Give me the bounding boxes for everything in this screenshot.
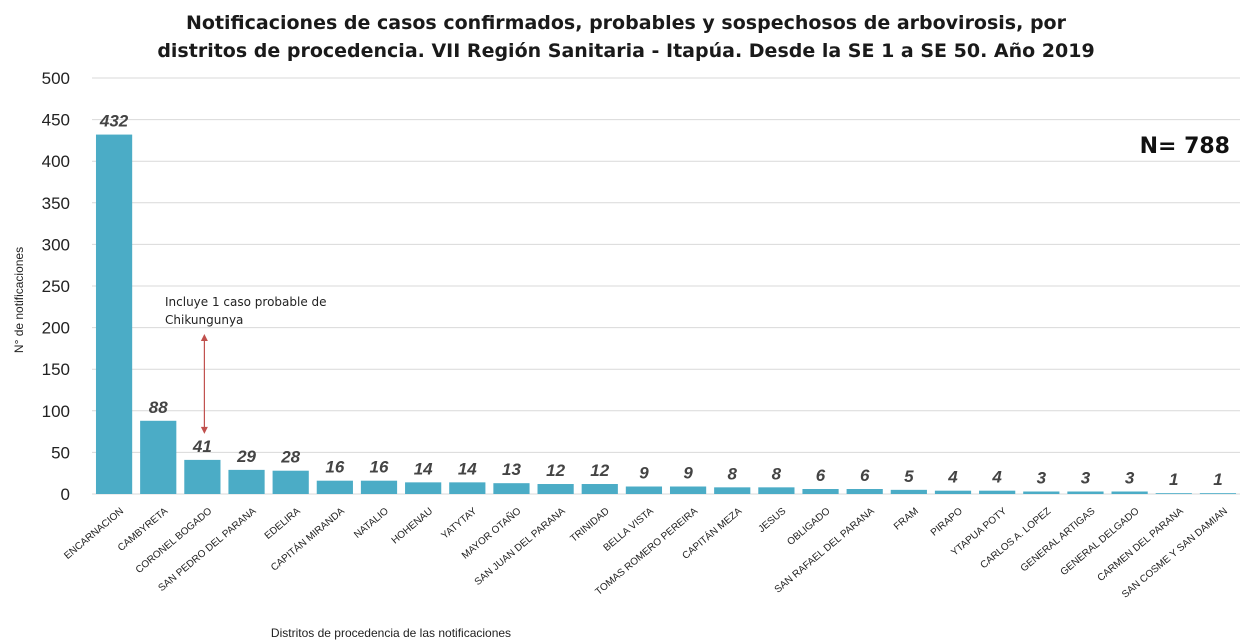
bar: [405, 482, 442, 494]
category-label: YATYTAY: [440, 506, 480, 542]
annotation-text-line2: Chikungunya: [165, 313, 243, 327]
category-label: HOHENAU: [390, 506, 435, 547]
category-label: GENERAL DELGADO: [1059, 506, 1142, 578]
data-label: 432: [99, 112, 129, 131]
bar: [802, 489, 839, 494]
bar: [714, 487, 751, 494]
total-count-label: N= 788: [1140, 134, 1230, 159]
annotation-text-line1: Incluye 1 caso probable de: [165, 295, 327, 309]
data-label: 9: [639, 464, 649, 483]
y-tick-label: 500: [42, 69, 70, 88]
category-label: TRINIDAD: [568, 506, 611, 545]
bars: [95, 134, 1237, 495]
bar: [1111, 491, 1148, 494]
bar: [140, 420, 177, 494]
data-label: 12: [546, 461, 565, 480]
data-label: 1: [1213, 470, 1222, 489]
data-label: 4: [991, 468, 1002, 487]
bar: [890, 489, 927, 494]
category-label: PIRAPO: [929, 506, 965, 539]
bar: [934, 490, 972, 494]
data-label: 6: [860, 466, 870, 485]
bar: [95, 134, 133, 495]
chart-title-line1: Notificaciones de casos confirmados, pro…: [186, 12, 1067, 34]
data-label: 12: [590, 461, 609, 480]
bar: [1155, 493, 1192, 494]
data-label: 3: [1037, 469, 1047, 488]
category-label: CORONEL BOGADO: [134, 506, 215, 576]
gridlines: [92, 77, 1240, 495]
bar: [625, 486, 663, 494]
bar: [979, 490, 1016, 494]
category-label: ENCARNACION: [62, 506, 126, 562]
bar: [184, 459, 221, 494]
bar: [846, 489, 883, 494]
category-label: EDELIRA: [263, 506, 303, 542]
y-tick-label: 50: [51, 443, 70, 462]
data-label: 6: [816, 466, 826, 485]
bar: [581, 484, 618, 494]
category-label: FRAM: [892, 506, 921, 533]
data-label: 14: [414, 459, 433, 478]
data-label: 1: [1169, 470, 1178, 489]
data-label: 16: [325, 458, 344, 477]
category-label: CAPITÁN MIRANDA: [268, 504, 347, 573]
data-label: 3: [1081, 469, 1091, 488]
category-label: CARMEN DEL PARANA: [1096, 506, 1186, 584]
data-label: 13: [502, 460, 521, 479]
y-tick-label: 150: [42, 360, 70, 379]
bar: [360, 480, 398, 494]
category-label: SAN JUAN DEL PARANA: [473, 506, 568, 588]
y-tick-label: 300: [42, 235, 70, 254]
y-tick-label: 350: [42, 194, 70, 213]
data-label: 8: [727, 464, 737, 483]
data-label: 4: [947, 468, 958, 487]
bar: [537, 484, 574, 494]
bar: [669, 486, 707, 494]
bar: [316, 480, 353, 494]
y-axis-title: N° de notificaciones: [12, 247, 26, 353]
bar: [493, 483, 530, 494]
annotation-arrow: [200, 334, 208, 434]
x-axis-title: Distritos de procedencia de las notifica…: [271, 626, 511, 640]
data-label: 41: [192, 437, 212, 456]
data-label: 88: [149, 398, 168, 417]
data-label: 9: [683, 464, 693, 483]
category-label: JESUS: [757, 506, 789, 535]
bar: [1199, 493, 1237, 494]
data-label: 5: [904, 467, 914, 486]
data-label: 8: [772, 464, 782, 483]
bar: [1067, 491, 1104, 494]
y-tick-label: 0: [61, 485, 70, 504]
bar: [1023, 491, 1060, 494]
y-axis-ticks: 0 50 100 150 200 250 300 350 400 450 500: [42, 69, 70, 504]
bar: [758, 487, 795, 494]
category-label: NATALIO: [352, 506, 391, 541]
y-tick-label: 450: [42, 111, 70, 130]
arrow-head-up: [200, 334, 208, 341]
bar: [272, 470, 309, 494]
bar: [228, 469, 265, 494]
y-tick-label: 400: [42, 152, 70, 171]
data-label: 14: [458, 459, 477, 478]
arrow-head-down: [200, 426, 208, 434]
data-label: 3: [1125, 469, 1135, 488]
data-label: 28: [280, 448, 300, 467]
chart-title-line2: distritos de procedencia. VII Región San…: [157, 40, 1094, 62]
y-tick-label: 100: [42, 402, 70, 421]
y-tick-label: 200: [42, 319, 70, 338]
bar: [449, 482, 486, 494]
data-label: 16: [370, 458, 389, 477]
data-label: 29: [236, 447, 256, 466]
y-tick-label: 250: [42, 277, 70, 296]
category-label: GENERAL ARTIGAS: [1019, 506, 1098, 575]
